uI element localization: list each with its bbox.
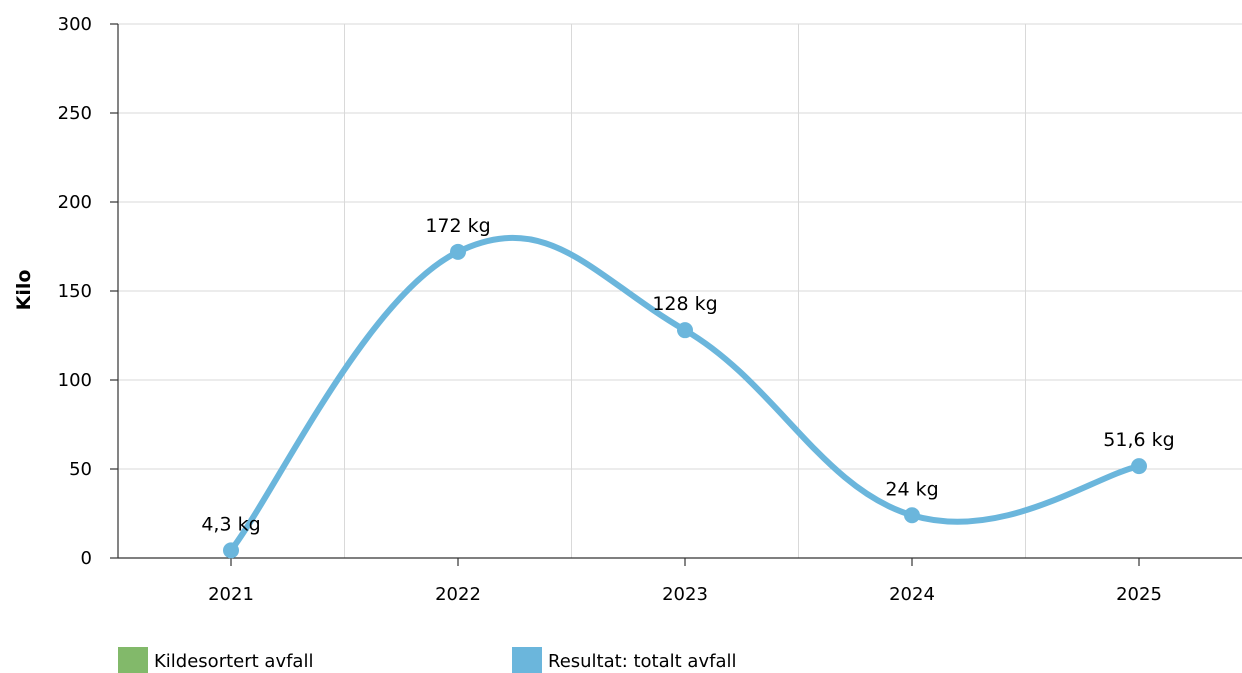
y-tick-label: 0 — [81, 548, 92, 569]
grid — [118, 23, 1242, 558]
data-label: 172 kg — [425, 215, 490, 237]
y-axis-label: Kilo — [13, 270, 35, 311]
series-layer — [223, 234, 1147, 559]
y-tick-label: 200 — [58, 192, 92, 213]
data-label: 128 kg — [652, 293, 717, 315]
x-tick-label: 2025 — [1116, 584, 1162, 605]
x-tick-label: 2023 — [662, 584, 708, 605]
x-tick-label: 2022 — [435, 584, 481, 605]
data-point — [677, 322, 693, 339]
x-tick-label: 2021 — [208, 584, 254, 605]
legend: Kildesortert avfall Resultat: totalt avfa… — [118, 647, 736, 673]
data-label: 51,6 kg — [1103, 429, 1174, 451]
x-tick-label: 2024 — [889, 584, 935, 605]
legend-swatch — [118, 647, 148, 673]
y-tick-label: 150 — [58, 281, 92, 302]
data-label: 4,3 kg — [201, 513, 260, 535]
legend-label: Resultat: totalt avfall — [548, 651, 736, 672]
tick-labels: 0 50 100 150 200 250 300 2021 2022 2023 2024 2025 — [58, 14, 1162, 605]
data-point — [223, 542, 239, 559]
legend-swatch — [512, 647, 542, 673]
y-tick-label: 300 — [58, 14, 92, 35]
data-label: 24 kg — [885, 478, 938, 500]
data-point — [450, 243, 466, 260]
data-point — [1131, 458, 1147, 475]
legend-label: Kildesortert avfall — [154, 651, 313, 672]
data-point — [904, 507, 920, 524]
y-tick-label: 50 — [69, 459, 92, 480]
y-tick-label: 250 — [58, 103, 92, 124]
y-tick-label: 100 — [58, 370, 92, 391]
data-labels: 4,3 kg 172 kg 128 kg 24 kg 51,6 kg — [201, 215, 1174, 536]
series-line — [228, 234, 1142, 554]
